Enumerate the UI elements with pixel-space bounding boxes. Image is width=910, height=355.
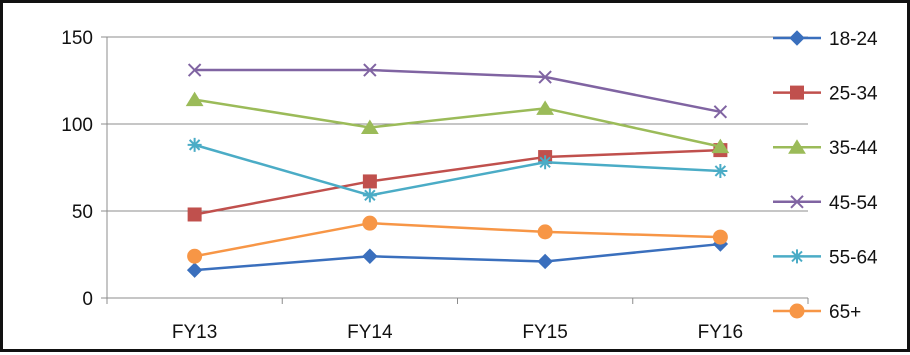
x-tick-label: FY14 [347,322,393,343]
data-point-65+-FY14 [362,215,378,231]
legend-label: 25-34 [829,84,878,105]
series-lines [185,63,730,278]
data-point-35-44-FY16 [711,138,730,154]
series-line-35-44 [194,98,721,148]
data-point-65+-FY13 [187,248,203,264]
x-tick-label: FY15 [522,322,567,343]
legend-label: 18-24 [829,29,878,50]
data-point-45-54-FY16 [713,105,728,119]
legend-item-65+: 65+ [773,302,861,323]
series-65+ [187,215,728,264]
legend-swatch-marker [789,303,805,319]
legend-label: 35-44 [829,138,878,159]
series-18-24 [186,236,729,278]
data-point-18-24-FY13 [186,262,203,278]
legend-swatch-marker [790,85,804,100]
data-point-18-24-FY14 [362,248,378,264]
series-line-55-64 [194,143,721,197]
legend-item-45-54: 45-54 [773,193,878,214]
legend-swatch-marker [789,30,805,46]
series-35-44 [185,91,730,154]
legend: 18-24 25-34 35-44 45-54 55-64 65+ [773,29,878,323]
y-tick-label: 50 [72,202,93,223]
series-line-45-54 [194,68,721,114]
legend-swatch-marker [790,195,804,209]
legend-item-55-64: 55-64 [773,247,878,268]
line-chart: 0 50 100 150 FY13 FY14 FY15 FY16 18-24 25-34 35-4… [61,28,878,343]
legend-label: 55-64 [829,247,878,268]
legend-item-35-44: 35-44 [773,138,878,159]
data-point-65+-FY15 [537,224,553,240]
data-point-18-24-FY15 [537,253,553,270]
gridlines [107,36,808,212]
data-point-55-64-FY15 [538,155,553,170]
legend-swatch-marker [788,139,806,154]
axes: 0 50 100 150 FY13 FY14 FY15 FY16 [61,28,809,343]
series-45-54 [187,63,728,119]
data-point-45-54-FY14 [363,63,377,77]
legend-item-18-24: 18-24 [773,29,878,50]
data-point-35-44-FY13 [185,91,204,107]
series-25-34 [187,143,728,222]
data-point-25-34-FY13 [187,207,202,222]
series-line-65+ [194,221,721,258]
data-point-45-54-FY13 [187,63,202,77]
x-tick-label: FY16 [698,322,743,343]
data-point-35-44-FY15 [536,100,555,115]
y-tick-label: 150 [61,28,93,49]
series-line-25-34 [194,148,721,216]
data-point-25-34-FY14 [362,174,377,189]
series-55-64 [187,137,728,203]
data-point-55-64-FY14 [362,188,377,203]
data-point-65+-FY16 [712,229,728,245]
x-tick-label: FY13 [172,322,217,343]
y-tick-label: 100 [61,115,93,136]
series-line-18-24 [194,242,721,272]
data-point-55-64-FY13 [187,137,202,152]
data-point-55-64-FY16 [713,163,728,178]
y-tick-label: 0 [82,289,93,310]
legend-item-25-34: 25-34 [773,84,878,105]
legend-swatch-marker [790,249,804,264]
data-point-35-44-FY14 [360,119,379,134]
legend-label: 45-54 [829,193,878,214]
legend-label: 65+ [829,302,861,323]
data-point-45-54-FY15 [538,70,552,84]
